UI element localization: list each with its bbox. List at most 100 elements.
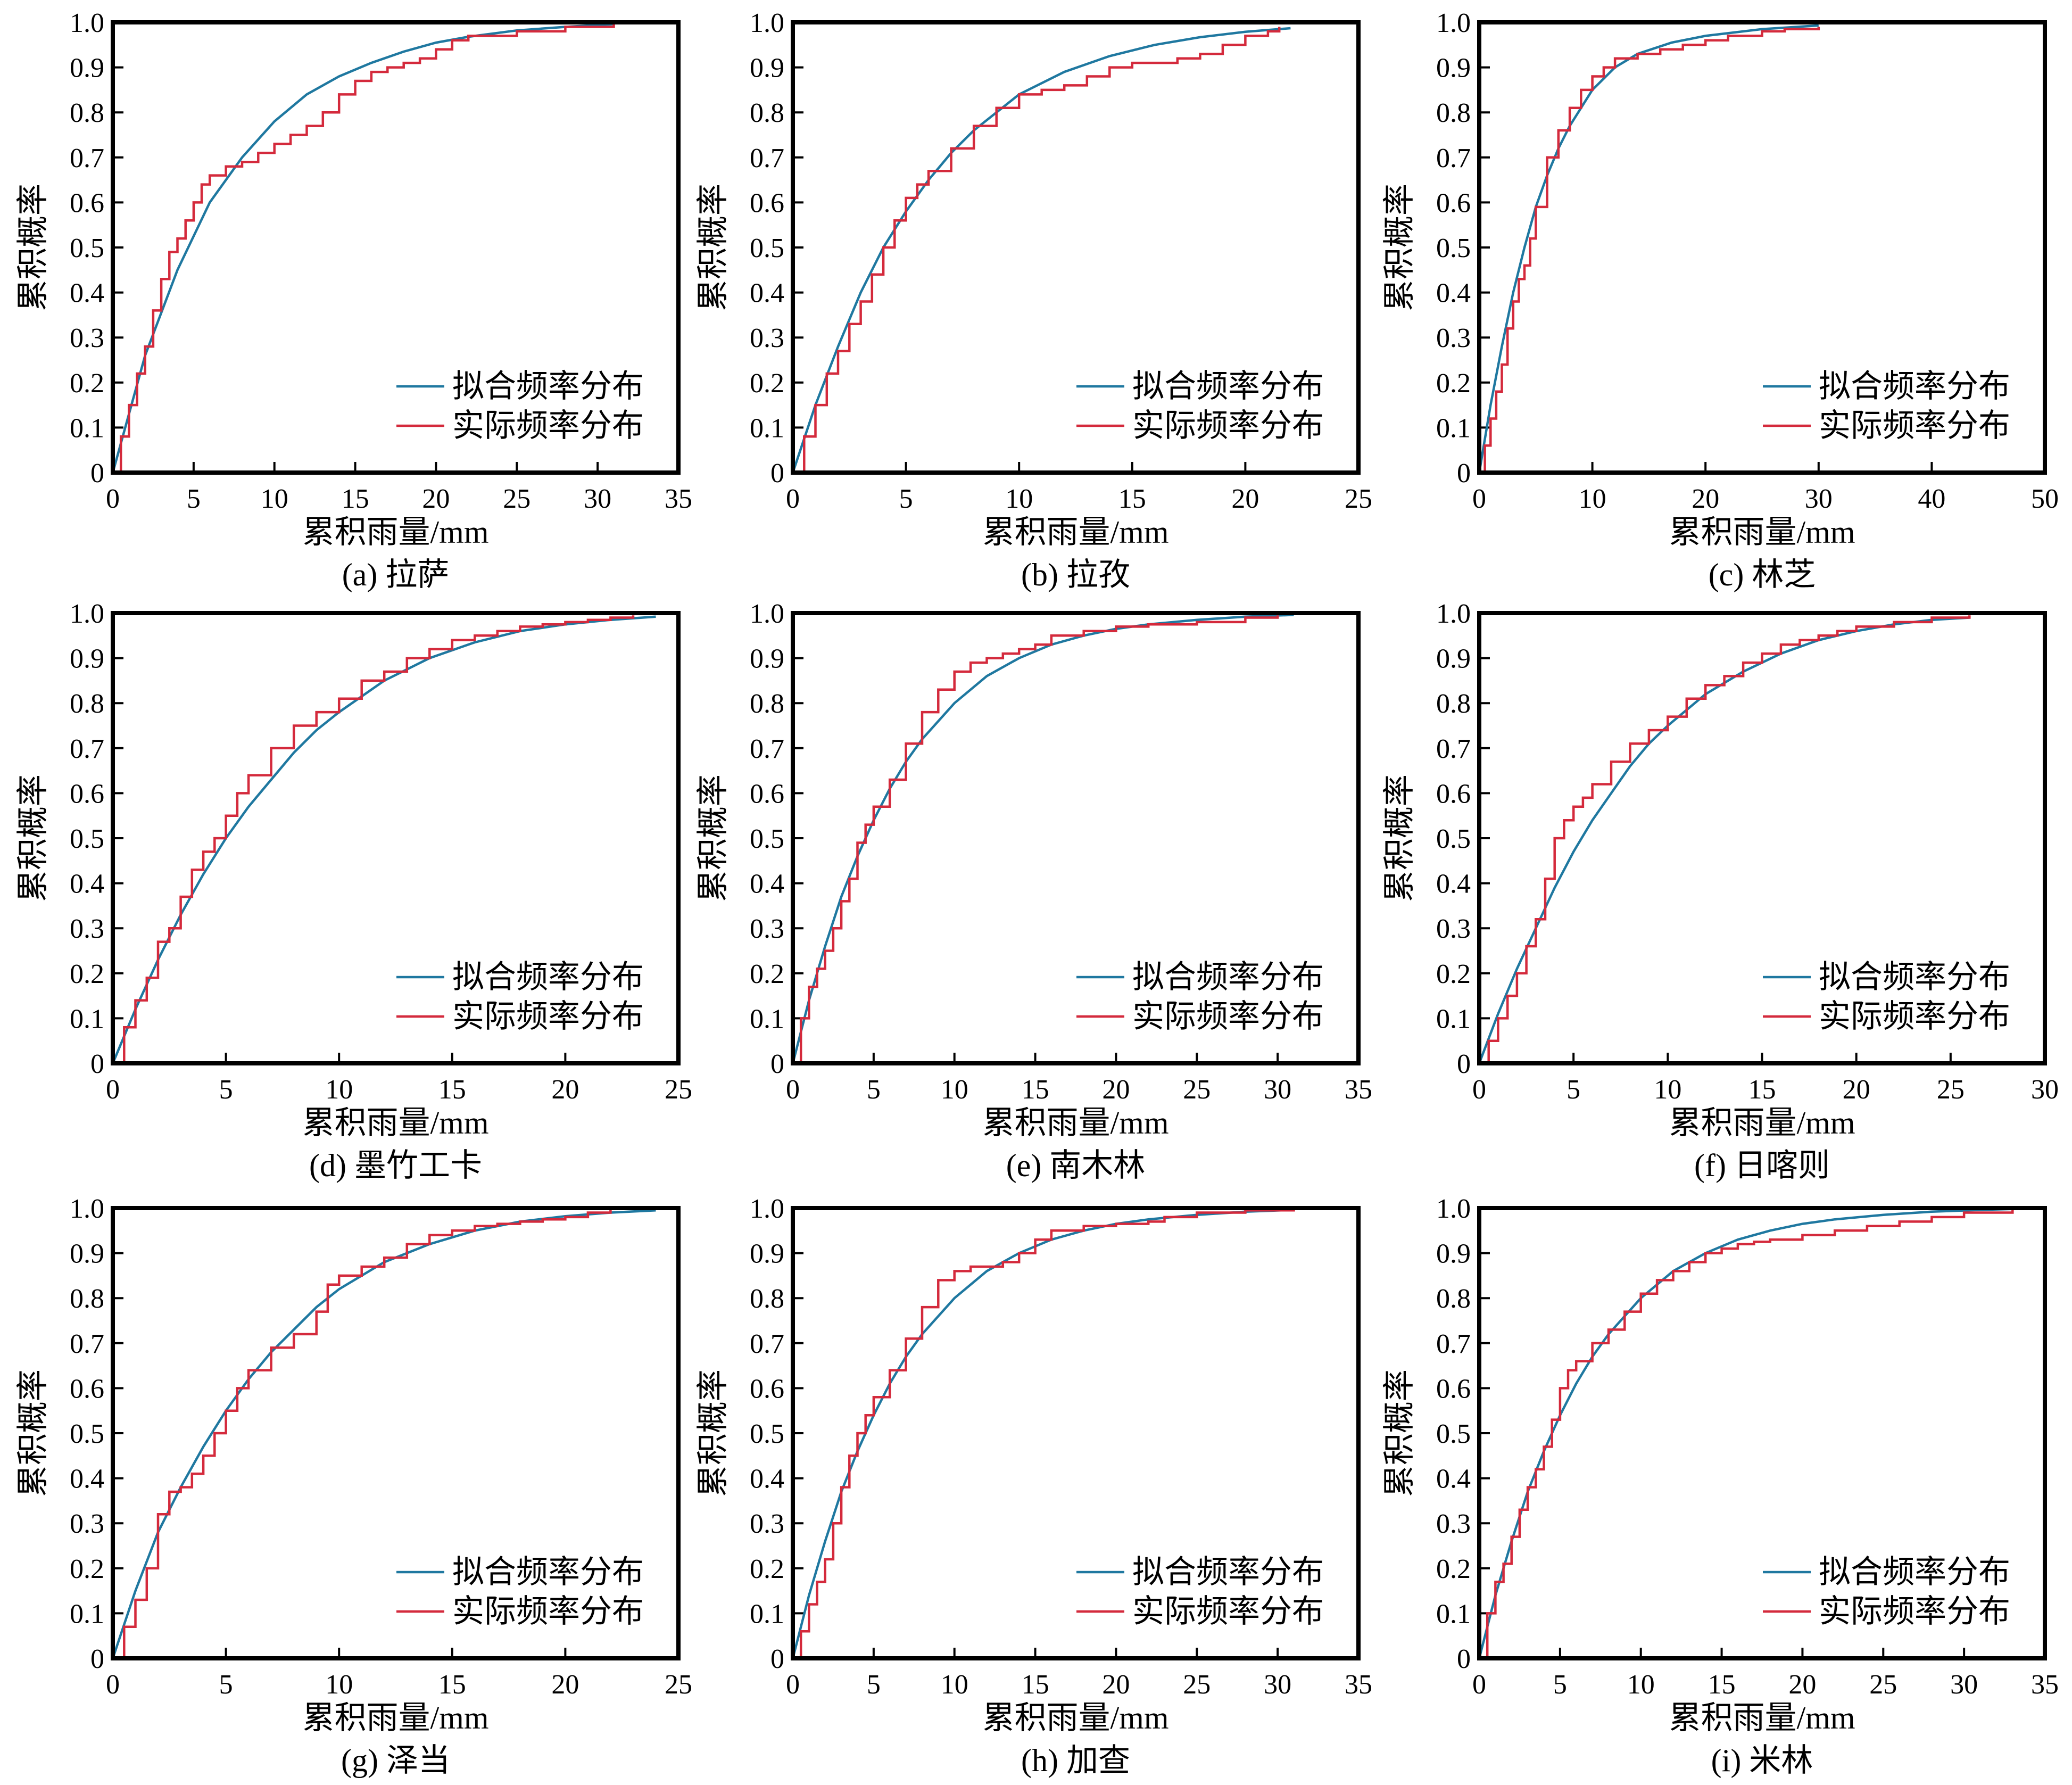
fitted-distribution-line [791,614,1294,1064]
plot-frame [111,20,681,475]
y-tick-label: 0.2 [1436,959,1471,989]
y-tick-label: 0.8 [70,1284,104,1314]
y-tick-label: 0.2 [750,1554,784,1584]
y-tick-label: 0 [90,1644,104,1674]
x-tick-label: 25 [1345,484,1372,514]
x-tick-label: 35 [1345,1075,1372,1105]
subplot-9: 0 0.1 0.2 0.3 0.4 0.5 0.6 0.7 0.8 0.9 1.0 0 5 10 15 20 2… [1382,1194,2059,1778]
x-tick-label: 15 [342,484,369,514]
legend-label: 拟合频率分布 [452,960,644,995]
y-tick-label: 0.9 [1436,644,1471,674]
y-tick-label: 0.7 [70,143,104,173]
observed-distribution-line [113,615,635,1065]
y-axis-label: 累积概率 [1382,184,1417,311]
x-tick-label: 0 [1472,484,1486,514]
y-tick-label: 0.6 [1436,779,1471,809]
y-tick-label: 0.3 [70,914,104,944]
plot-frame [791,611,1361,1065]
y-tick-label: 0.2 [750,959,784,989]
x-tick-label: 20 [551,1075,579,1105]
y-tick-label: 0 [1457,1644,1471,1674]
y-axis-label: 累积概率 [15,774,51,902]
fitted-distribution-line [1478,24,1819,473]
x-tick-label: 30 [584,484,611,514]
fitted-distribution-line [111,23,614,473]
observed-distribution-line [793,615,1279,1065]
legend-label: 拟合频率分布 [452,1555,644,1590]
x-tick-label: 0 [106,1670,120,1700]
y-tick-label: 0 [1457,1049,1471,1079]
y-axis-label: 累积概率 [695,184,731,311]
x-tick-label: 35 [2031,1670,2059,1700]
plot-frame [1477,1206,2047,1660]
y-tick-label: 1.0 [1436,599,1471,629]
subplot-caption: (b) 拉孜 [1021,557,1130,592]
x-tick-label: 20 [1843,1075,1870,1105]
subplot-5: 0 0.1 0.2 0.3 0.4 0.5 0.6 0.7 0.8 0.9 1.0 0 5 10 15 20 2… [695,599,1372,1183]
x-tick-label: 20 [1692,484,1719,514]
y-tick-label: 0.4 [750,1464,784,1494]
fitted-distribution-line [791,27,1291,473]
x-tick-label: 20 [551,1670,579,1700]
x-tick-label: 15 [1022,1075,1049,1105]
y-tick-label: 0.1 [70,413,104,443]
y-tick-label: 0.5 [1436,233,1471,263]
y-tick-label: 0.5 [750,824,784,854]
plot-frame [791,20,1361,475]
y-tick-label: 0.3 [70,323,104,353]
x-tick-label: 25 [1183,1075,1211,1105]
x-tick-label: 30 [1264,1075,1291,1105]
x-tick-label: 25 [503,484,531,514]
x-tick-label: 10 [1654,1075,1681,1105]
y-tick-label: 0 [770,1049,784,1079]
x-tick-label: 10 [1627,1670,1655,1700]
y-tick-label: 0.6 [1436,1374,1471,1404]
subplot-2: 0 0.1 0.2 0.3 0.4 0.5 0.6 0.7 0.8 0.9 1.0 0 5 10 15 20 2… [695,8,1372,592]
x-axis-label: 累积雨量/mm [1669,515,1855,550]
y-tick-label: 0.2 [1436,368,1471,399]
x-tick-label: 0 [786,1670,800,1700]
y-tick-label: 0.7 [70,1329,104,1359]
y-tick-label: 0.4 [1436,278,1471,309]
y-tick-label: 0.1 [1436,1004,1471,1034]
y-tick-label: 0.8 [1436,1284,1471,1314]
x-tick-label: 20 [1102,1075,1130,1105]
x-tick-label: 5 [899,484,913,514]
x-tick-label: 20 [1231,484,1259,514]
x-axis-label: 累积雨量/mm [982,515,1168,550]
y-tick-label: 0 [770,1644,784,1674]
y-tick-label: 0.9 [1436,53,1471,84]
x-tick-label: 25 [665,1075,692,1105]
legend-label: 实际频率分布 [1132,999,1324,1034]
y-tick-label: 0.2 [1436,1554,1471,1584]
observed-distribution-line [793,27,1281,474]
x-tick-label: 0 [106,1075,120,1105]
x-axis-label: 累积雨量/mm [302,1700,488,1736]
y-tick-label: 0.7 [750,143,784,173]
legend-label: 拟合频率分布 [452,369,644,404]
fitted-distribution-line [111,1209,656,1659]
x-tick-label: 30 [2031,1075,2059,1105]
y-tick-label: 0.9 [70,53,104,84]
x-tick-label: 25 [1869,1670,1897,1700]
subplot-caption: (e) 南木林 [1006,1148,1146,1183]
y-tick-label: 0.9 [70,644,104,674]
x-tick-label: 50 [2031,484,2059,514]
y-tick-label: 0.7 [70,734,104,764]
y-tick-label: 0.6 [70,779,104,809]
x-tick-label: 5 [867,1670,881,1700]
x-tick-label: 10 [1005,484,1033,514]
legend-label: 拟合频率分布 [1132,960,1324,995]
legend-label: 拟合频率分布 [1819,1555,2010,1590]
y-tick-label: 0.3 [1436,323,1471,353]
y-tick-label: 0.2 [70,959,104,989]
legend-label: 拟合频率分布 [1132,369,1324,404]
x-axis-label: 累积雨量/mm [1669,1105,1855,1141]
y-tick-label: 0.5 [750,233,784,263]
y-tick-label: 1.0 [70,1194,104,1224]
subplot-caption: (a) 拉萨 [342,557,450,592]
y-tick-label: 0.6 [750,1374,784,1404]
y-axis-label: 累积概率 [15,1369,51,1497]
x-axis-label: 累积雨量/mm [302,515,488,550]
